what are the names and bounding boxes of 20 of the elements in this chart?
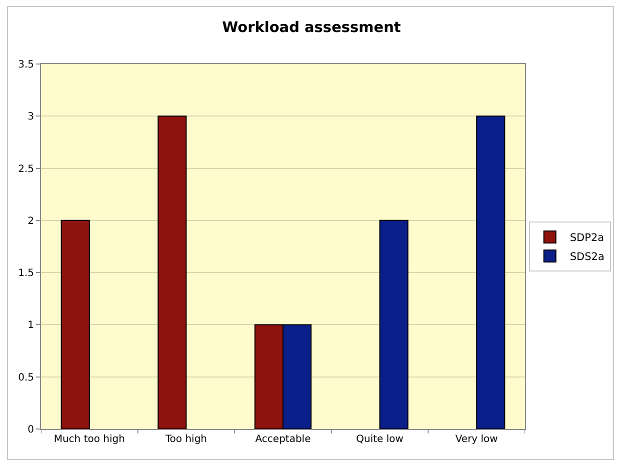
legend-label: SDS2a	[570, 251, 604, 264]
bar	[60, 220, 90, 429]
y-tick-label: 0.5	[18, 372, 34, 384]
x-tick-label: Acceptable	[255, 434, 311, 445]
y-tick-label: 1	[28, 320, 34, 332]
legend-label: SDP2a	[570, 232, 604, 244]
chart-title: Workload assessment	[222, 20, 401, 36]
y-tick-label: 2.5	[18, 164, 34, 175]
x-tick-label: Too high	[164, 434, 208, 445]
y-tick-label: 3.5	[18, 60, 34, 70]
y-tick-label: 2	[28, 216, 34, 227]
x-tick-label: Very low	[455, 434, 498, 445]
y-tick-label: 3	[28, 112, 34, 123]
bar	[158, 116, 187, 429]
y-tick-label: 0	[28, 424, 34, 436]
x-tick-label: Much too high	[54, 434, 125, 445]
y-tick-label: 1.5	[18, 268, 34, 280]
bar	[379, 220, 408, 429]
bar	[476, 116, 506, 429]
x-tick-label: Quite low	[356, 434, 404, 445]
